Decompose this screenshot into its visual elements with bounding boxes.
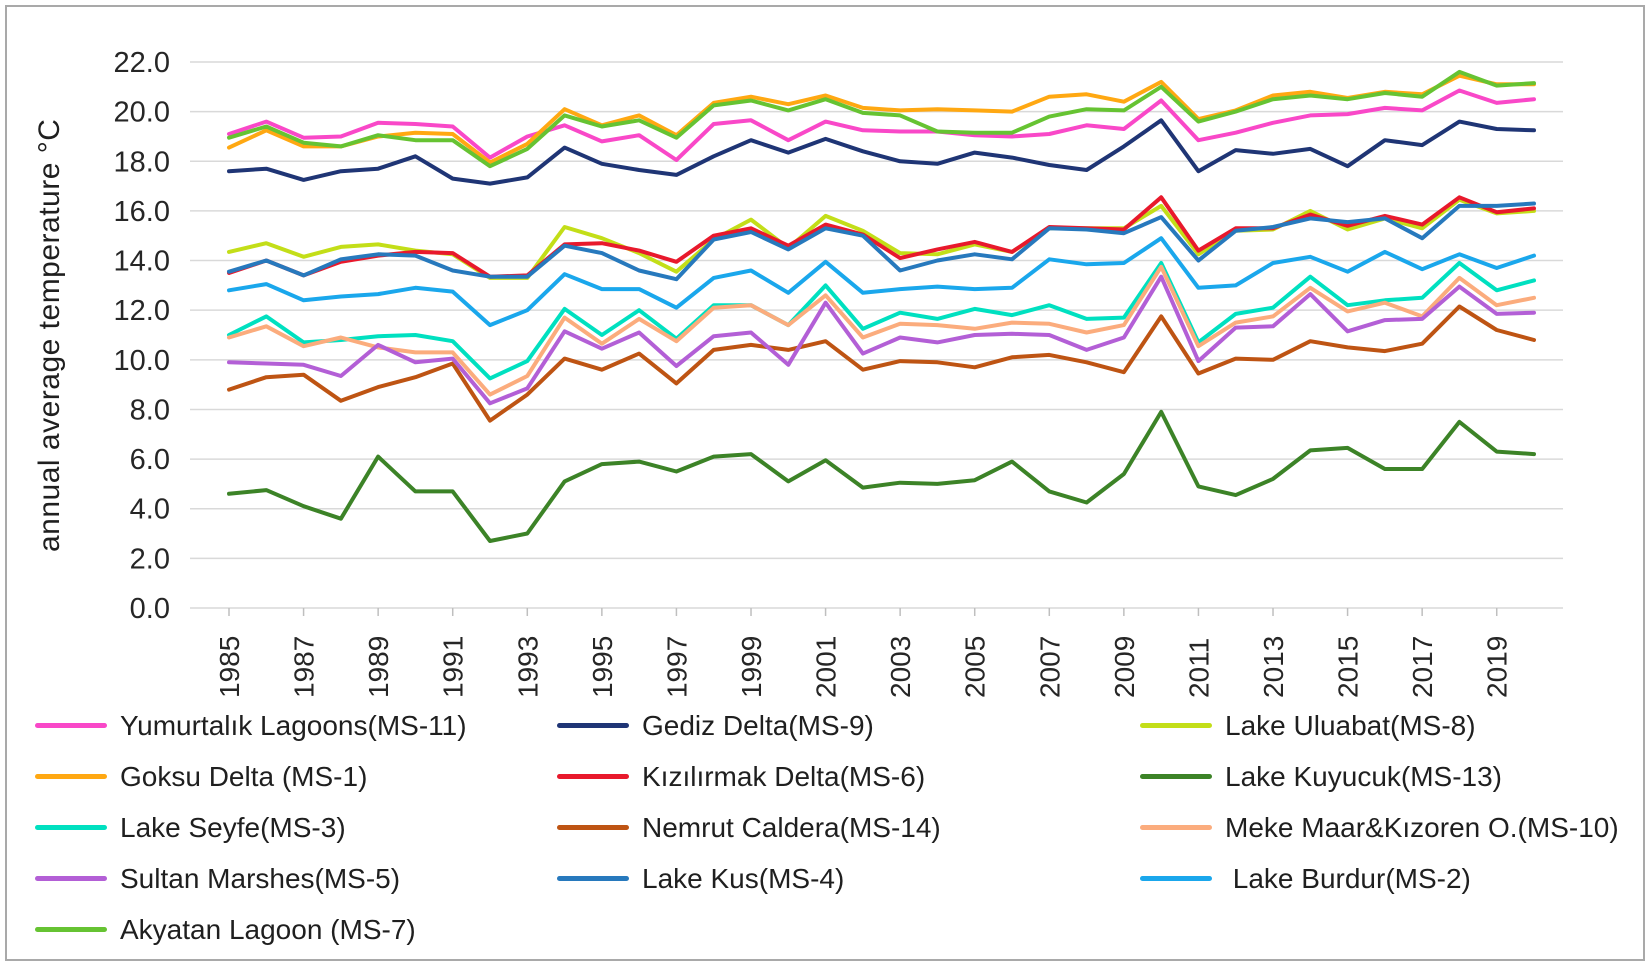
y-tick-label: 6.0 [130, 444, 170, 476]
chart-frame [5, 5, 1645, 961]
legend-item: Akyatan Lagoon (MS-7) [35, 904, 467, 955]
series-line-k-z-l-rmak-delta-ms-6- [227, 195, 1536, 279]
x-tick-label: 2009 [1109, 636, 1140, 698]
legend-label: Lake Seyfe(MS-3) [120, 811, 346, 843]
legend-item: Lake Kus(MS-4) [557, 853, 941, 904]
legend-swatch [35, 876, 107, 881]
legend-swatch [35, 723, 107, 728]
y-tick-label: 8.0 [130, 394, 170, 426]
y-axis-title: annual average temperature °C [33, 118, 66, 552]
series-line-lake-burdur-ms-2- [227, 236, 1536, 328]
legend-label: Lake Uluabat(MS-8) [1225, 709, 1476, 741]
legend-label: Nemrut Caldera(MS-14) [642, 811, 941, 843]
y-tick-label: 12.0 [114, 295, 170, 327]
x-tick-label: 1993 [512, 636, 543, 698]
series-line-akyatan-lagoon-ms-7- [227, 69, 1536, 169]
y-tick-label: 2.0 [130, 543, 170, 575]
x-tick-label: 2013 [1258, 636, 1289, 698]
legend-label: Gediz Delta(MS-9) [642, 709, 874, 741]
y-tick-label: 14.0 [114, 246, 170, 278]
legend-item: Goksu Delta (MS-1) [35, 751, 467, 802]
legend-item: Yumurtalık Lagoons(MS-11) [35, 700, 467, 751]
x-tick-label: 2003 [885, 636, 916, 698]
legend-label: Kızılırmak Delta(MS-6) [642, 760, 926, 792]
series-line-gediz-delta-ms-9- [227, 118, 1536, 186]
legend-item: Sultan Marshes(MS-5) [35, 853, 467, 904]
legend-label: Yumurtalık Lagoons(MS-11) [120, 709, 467, 741]
series-line-yumurtal-k-lagoons-ms-11- [227, 88, 1536, 162]
y-tick-label: 4.0 [130, 494, 170, 526]
legend-swatch [1140, 825, 1212, 830]
legend-label: Goksu Delta (MS-1) [120, 760, 368, 792]
y-tick-label: 10.0 [114, 345, 170, 377]
legend-swatch [557, 723, 629, 728]
y-tick-label: 16.0 [114, 196, 170, 228]
x-tick-label: 1991 [438, 636, 469, 698]
legend-swatch [35, 927, 107, 932]
line-chart: 0.0 2.0 4.0 6.0 8.0 10.0 12.0 14.0 16.0 18.0 20.0 2… [114, 47, 1563, 698]
series-line-lake-seyfe-ms-3- [227, 261, 1536, 381]
legend-swatch [1140, 876, 1212, 881]
series-line-goksu-delta-ms-1- [227, 73, 1536, 165]
legend-item: Lake Uluabat(MS-8) [1140, 700, 1619, 751]
series-line-lake-kus-ms-4- [227, 201, 1536, 282]
legend: Yumurtalık Lagoons(MS-11) Goksu Delta (M… [0, 700, 1650, 960]
y-tick-label: 0.0 [130, 593, 170, 625]
x-tick-label: 1995 [587, 636, 618, 698]
legend-swatch [1140, 774, 1212, 779]
legend-swatch [35, 774, 107, 779]
legend-swatch [1140, 723, 1212, 728]
series-line-meke-maar-k-zoren-o-ms-10- [227, 264, 1536, 397]
x-tick-label: 1989 [363, 636, 394, 698]
legend-label: Lake Kus(MS-4) [642, 862, 845, 894]
legend-column-3: Lake Uluabat(MS-8) Lake Kuyucuk(MS-13) M… [1140, 700, 1619, 904]
x-tick-label: 1985 [214, 636, 245, 698]
legend-item: Lake Burdur(MS-2) [1140, 853, 1619, 904]
x-tick-label: 1987 [289, 636, 320, 698]
legend-label: Meke Maar&Kızoren O.(MS-10) [1225, 811, 1619, 843]
x-tick-label: 1997 [661, 636, 692, 698]
x-tick-label: 2017 [1407, 636, 1438, 698]
y-tick-label: 18.0 [114, 146, 170, 178]
legend-item: Gediz Delta(MS-9) [557, 700, 941, 751]
x-tick-label: 2011 [1183, 638, 1214, 698]
legend-swatch [557, 825, 629, 830]
x-tick-label: 2005 [960, 636, 991, 698]
y-tick-label: 20.0 [114, 97, 170, 129]
legend-column-2: Gediz Delta(MS-9) Kızılırmak Delta(MS-6)… [557, 700, 941, 904]
series-line-sultan-marshes-ms-5- [227, 274, 1536, 406]
series-line-nemrut-caldera-ms-14- [227, 304, 1536, 423]
legend-label: Lake Burdur(MS-2) [1225, 862, 1471, 894]
legend-swatch [557, 876, 629, 881]
y-tick-label: 22.0 [114, 47, 170, 79]
x-tick-label: 1999 [736, 636, 767, 698]
legend-item: Meke Maar&Kızoren O.(MS-10) [1140, 802, 1619, 853]
legend-item: Lake Seyfe(MS-3) [35, 802, 467, 853]
legend-item: Nemrut Caldera(MS-14) [557, 802, 941, 853]
legend-label: Akyatan Lagoon (MS-7) [120, 913, 416, 945]
x-tick-label: 2001 [811, 636, 842, 698]
legend-item: Lake Kuyucuk(MS-13) [1140, 751, 1619, 802]
x-tick-label: 2007 [1034, 636, 1065, 698]
legend-label: Sultan Marshes(MS-5) [120, 862, 401, 894]
legend-label: Lake Kuyucuk(MS-13) [1225, 760, 1503, 792]
legend-swatch [35, 825, 107, 830]
legend-item: Kızılırmak Delta(MS-6) [557, 751, 941, 802]
x-tick-label: 2019 [1482, 636, 1513, 698]
x-tick-label: 2015 [1333, 636, 1364, 698]
series-line-lake-kuyucuk-ms-13- [227, 409, 1536, 543]
legend-swatch [557, 774, 629, 779]
legend-column-1: Yumurtalık Lagoons(MS-11) Goksu Delta (M… [35, 700, 467, 955]
